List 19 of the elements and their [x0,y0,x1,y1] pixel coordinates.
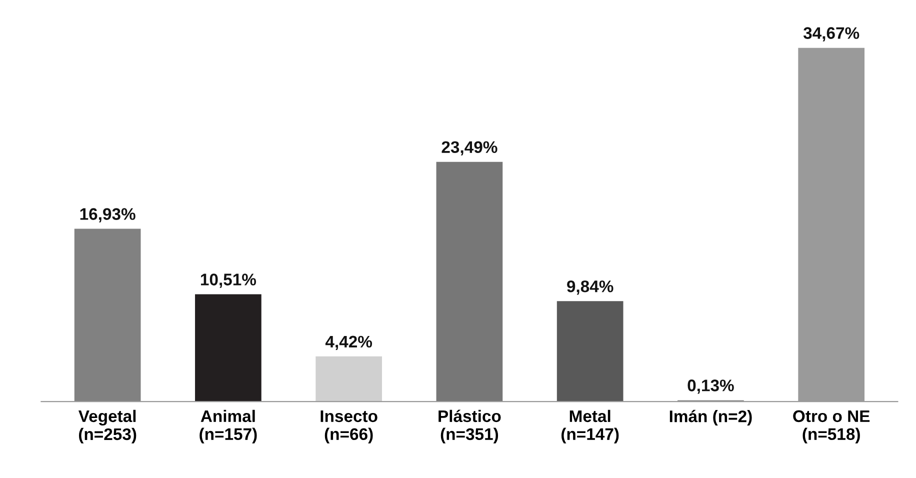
x-tick-label: Otro o NE (n=518) [793,410,870,444]
bar [556,301,624,402]
bar [316,356,382,402]
data-label: 9,84% [567,280,614,295]
x-tick-label: Vegetal (n=253) [78,410,136,444]
data-label: 10,51% [200,274,256,288]
data-label: 16,93% [80,208,136,222]
bar [74,228,141,402]
data-label: 4,42% [325,336,372,350]
x-tick-label: Metal (n=147) [562,410,619,444]
x-tick-label: Animal (n=157) [200,410,257,444]
data-label: 0,13% [688,380,734,394]
x-tick-label: Plástico (n=351) [438,410,501,444]
data-label: 23,49% [442,141,498,156]
bar [195,294,262,402]
x-tick-label: Imán (n=2) [670,410,752,426]
x-tick-label: Insecto (n=66) [320,410,378,444]
data-label: 34,67% [803,27,860,42]
bar [436,162,503,402]
